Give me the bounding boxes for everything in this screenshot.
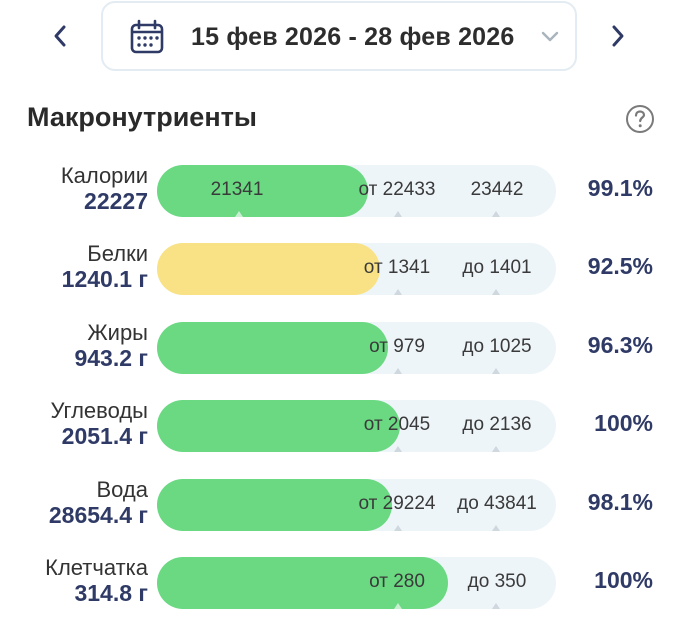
min-marker: [394, 368, 402, 374]
progress-bar: от 979 до 1025: [157, 322, 556, 374]
next-period-button[interactable]: [600, 18, 636, 54]
calendar-icon: [130, 19, 164, 54]
min-marker: [394, 289, 402, 295]
min-label: от 1341: [363, 257, 431, 278]
percent-value: 99.1%: [587, 175, 653, 201]
chevron-right-icon: [612, 25, 624, 47]
date-range-label: 15 фев 2026 - 28 фев 2026: [191, 23, 515, 51]
percent-value: 92.5%: [587, 253, 653, 279]
progress-bar: от 2045 до 2136: [157, 400, 556, 452]
progress-bar: от 1341 до 1401: [157, 243, 556, 295]
section-title: Макронутриенты: [27, 102, 257, 132]
macro-name: Клетчатка: [45, 555, 148, 580]
macro-name: Белки: [87, 241, 148, 266]
help-icon[interactable]: [625, 104, 655, 134]
progress-bar: от 29224 до 43841: [157, 479, 556, 531]
macro-value: 22227: [84, 188, 148, 214]
max-marker: [492, 603, 500, 609]
macro-name: Углеводы: [50, 398, 148, 423]
macro-value: 2051.4 г: [61, 423, 148, 449]
max-label: до 1025: [462, 336, 532, 357]
prev-period-button[interactable]: [42, 18, 78, 54]
macro-name: Калории: [60, 163, 148, 188]
max-label: до 1401: [462, 257, 532, 278]
progress-fill: [157, 557, 449, 609]
date-range-picker[interactable]: 15 фев 2026 - 28 фев 2026: [101, 1, 577, 71]
percent-value: 96.3%: [587, 332, 653, 358]
progress-fill: [157, 479, 393, 531]
max-marker: [492, 368, 500, 374]
max-marker: [492, 211, 500, 217]
min-label: от 280: [369, 571, 425, 592]
min-label: от 2045: [363, 414, 431, 435]
progress-bar: 21341 от 22433 23442: [157, 165, 556, 217]
macro-row-carbs[interactable]: Углеводы 2051.4 г от 2045 до 2136 100%: [0, 397, 680, 457]
max-marker: [492, 446, 500, 452]
macro-row-protein[interactable]: Белки 1240.1 г от 1341 до 1401 92.5%: [0, 240, 680, 300]
min-marker: [394, 603, 402, 609]
min-label: от 29224: [358, 493, 436, 514]
min-label: от 979: [369, 336, 425, 357]
macro-name: Вода: [96, 477, 149, 502]
macro-value: 28654.4 г: [48, 502, 148, 528]
inner-label: 21341: [210, 179, 264, 200]
min-marker: [394, 211, 402, 217]
max-marker: [492, 289, 500, 295]
macro-row-calories[interactable]: Калории 22227 21341 от 22433 23442 99.1%: [0, 162, 680, 222]
min-marker: [394, 446, 402, 452]
max-label: до 350: [467, 571, 527, 592]
max-label: до 43841: [457, 493, 537, 514]
progress-fill: [157, 243, 381, 295]
progress-fill: [157, 400, 401, 452]
macro-row-fat[interactable]: Жиры 943.2 г от 979 до 1025 96.3%: [0, 319, 680, 379]
percent-value: 100%: [594, 567, 653, 593]
percent-value: 100%: [594, 410, 653, 436]
macro-value: 314.8 г: [74, 580, 148, 606]
max-label: до 2136: [462, 414, 532, 435]
progress-fill: [157, 322, 389, 374]
min-label: от 22433: [358, 179, 436, 200]
macro-row-fiber[interactable]: Клетчатка 314.8 г от 280 до 350 100%: [0, 554, 680, 614]
max-label: 23442: [470, 179, 524, 200]
chevron-down-icon: [541, 31, 559, 42]
date-range-header: 15 фев 2026 - 28 фев 2026: [0, 0, 680, 78]
percent-value: 98.1%: [587, 489, 653, 515]
macro-value: 1240.1 г: [61, 266, 148, 292]
inner-marker: [235, 211, 243, 217]
progress-fill: [157, 165, 369, 217]
progress-bar: от 280 до 350: [157, 557, 556, 609]
max-marker: [492, 525, 500, 531]
macro-value: 943.2 г: [74, 345, 148, 371]
min-marker: [394, 525, 402, 531]
macro-name: Жиры: [87, 320, 148, 345]
macro-row-water[interactable]: Вода 28654.4 г от 29224 до 43841 98.1%: [0, 476, 680, 536]
chevron-left-icon: [54, 25, 66, 47]
